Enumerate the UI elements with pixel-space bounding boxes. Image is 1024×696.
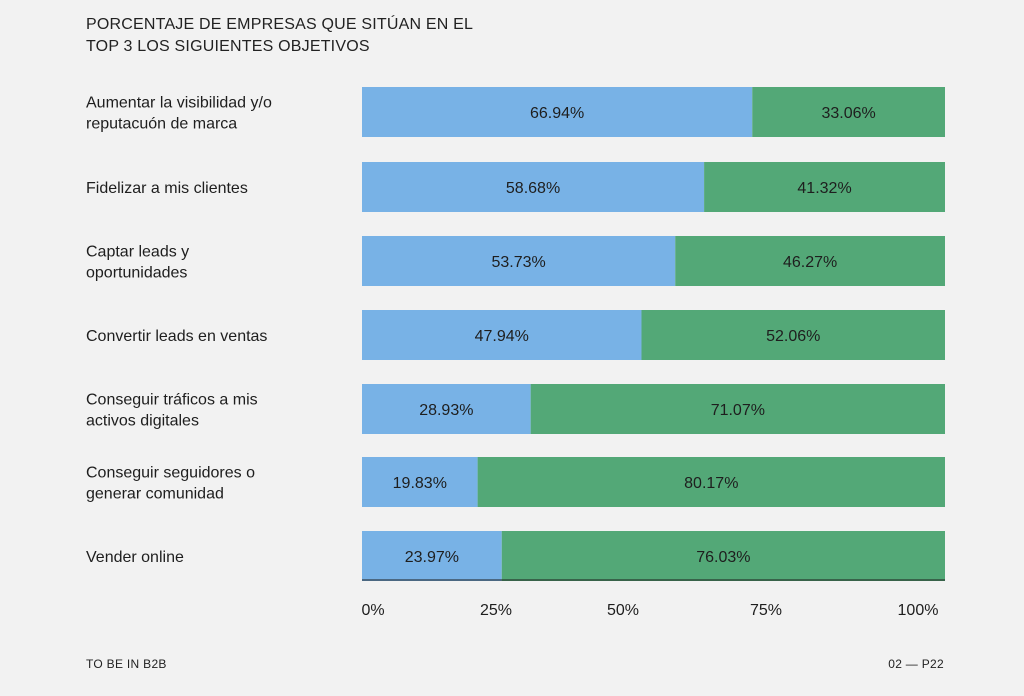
footer-page-number: 02 — P22 [888,657,944,671]
category-label: Conseguir tráficos a mis activos digitale… [86,392,258,430]
bar-value-label: 41.32% [797,180,851,197]
category-label: Aumentar la visibilidad y/o reputacuón de… [86,95,272,133]
bar-value-label: 66.94% [530,105,584,122]
x-tick-label: 100% [898,602,939,619]
category-label: Convertir leads en ventas [86,328,267,345]
bar-segment-top3 [362,457,478,507]
category-label: Conseguir seguidores o generar comunidad [86,465,255,503]
chart-title-line-2: TOP 3 LOS SIGUIENTES OBJETIVOS [86,38,370,55]
bar-value-label: 33.06% [821,105,875,122]
bar-value-label: 80.17% [684,475,738,492]
x-tick-label: 0% [361,602,384,619]
bar-segment-top3 [362,236,676,286]
bar-segment-top3 [362,162,705,212]
bar-value-label: 28.93% [419,402,473,419]
x-tick-label: 25% [480,602,512,619]
bar-segment-rest [675,236,945,286]
category-label: Vender online [86,549,184,566]
bar-value-label: 58.68% [506,180,560,197]
bar-value-label: 53.73% [491,254,545,271]
bar-value-label: 47.94% [475,328,529,345]
bar-value-label: 76.03% [696,549,750,566]
category-label: Fidelizar a mis clientes [86,180,248,197]
footer-brand: TO BE IN B2B [86,657,167,671]
bar-segment-top3 [362,531,502,581]
bar-value-label: 23.97% [405,549,459,566]
bar-segment-rest [501,531,945,581]
bar-segment-top3 [362,384,531,434]
bar-segment-rest [704,162,945,212]
bar-segment-rest [641,310,945,360]
x-tick-label: 75% [750,602,782,619]
bar-segment-rest [752,87,945,137]
x-tick-label: 50% [607,602,639,619]
bar-value-label: 19.83% [393,475,447,492]
chart-title-line-1: PORCENTAJE DE EMPRESAS QUE SITÚAN EN EL [86,16,474,33]
bar-value-label: 52.06% [766,328,820,345]
bar-value-label: 46.27% [783,254,837,271]
bar-segment-top3 [362,310,642,360]
bar-value-label: 71.07% [711,402,765,419]
bar-segment-rest [530,384,945,434]
category-label: Captar leads y oportunidades [86,244,189,282]
bar-segment-rest [477,457,945,507]
chart-title: PORCENTAJE DE EMPRESAS QUE SITÚAN EN EL … [86,14,473,58]
bar-segment-top3 [362,87,753,137]
